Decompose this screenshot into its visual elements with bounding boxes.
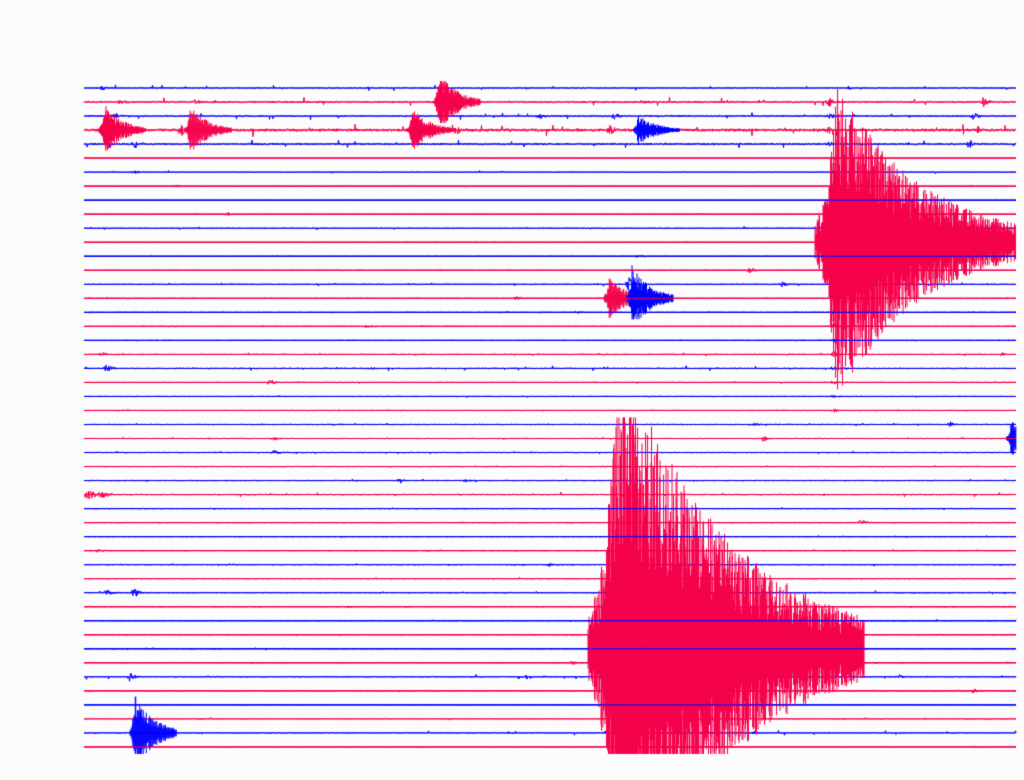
seismogram-trace-canvas (0, 0, 1024, 780)
helicorder-page: HT Chios Applied filter: WWSSN-SP 2025-0… (0, 0, 1024, 780)
